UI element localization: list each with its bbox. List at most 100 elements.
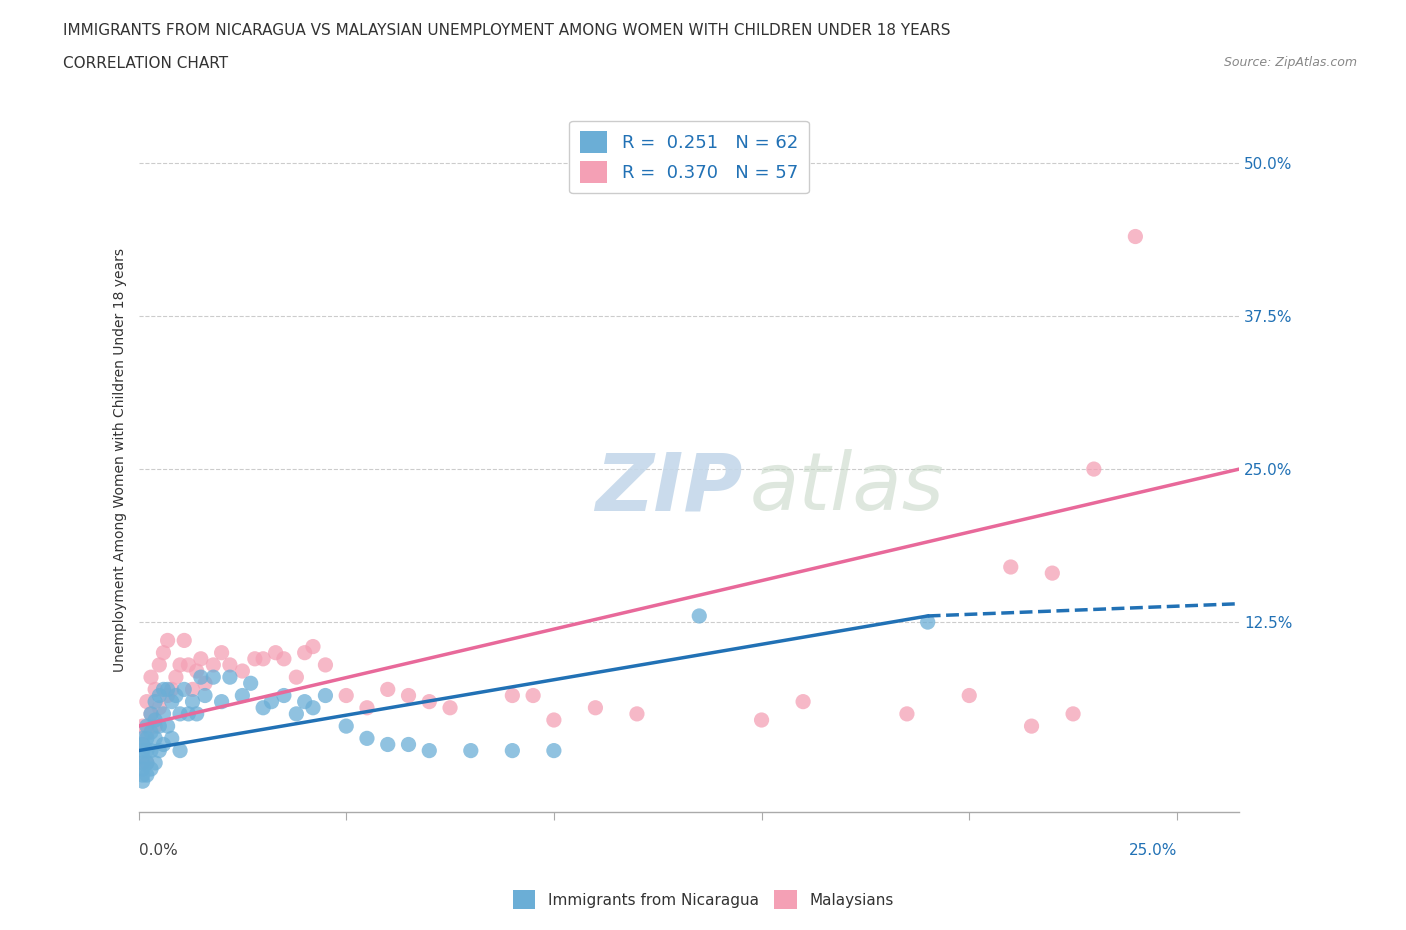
- Point: [211, 694, 233, 709]
- Text: atlas: atlas: [749, 449, 945, 527]
- Legend: Immigrants from Nicaragua, Malaysians: Immigrants from Nicaragua, Malaysians: [506, 884, 900, 915]
- Point: [583, 700, 606, 715]
- Point: [152, 682, 174, 697]
- Text: CORRELATION CHART: CORRELATION CHART: [63, 56, 228, 71]
- Point: [273, 688, 295, 703]
- Point: [135, 755, 157, 770]
- Point: [190, 670, 212, 684]
- Point: [131, 719, 153, 734]
- Point: [139, 707, 162, 722]
- Point: [135, 731, 157, 746]
- Point: [1021, 719, 1043, 734]
- Point: [181, 682, 204, 697]
- Point: [160, 682, 183, 697]
- Point: [148, 700, 170, 715]
- Point: [131, 762, 153, 777]
- Point: [231, 688, 253, 703]
- Point: [131, 750, 153, 764]
- Point: [1000, 560, 1022, 575]
- Point: [177, 658, 200, 672]
- Point: [148, 688, 170, 703]
- Point: [139, 762, 162, 777]
- Point: [211, 645, 233, 660]
- Point: [688, 608, 710, 623]
- Point: [202, 658, 225, 672]
- Point: [152, 737, 174, 752]
- Point: [219, 670, 242, 684]
- Point: [239, 676, 262, 691]
- Point: [302, 700, 325, 715]
- Point: [418, 743, 440, 758]
- Y-axis label: Unemployment Among Women with Children Under 18 years: Unemployment Among Women with Children U…: [114, 248, 128, 671]
- Point: [131, 731, 153, 746]
- Point: [169, 658, 191, 672]
- Point: [314, 658, 336, 672]
- Point: [543, 712, 565, 727]
- Point: [156, 719, 179, 734]
- Point: [139, 724, 162, 739]
- Point: [190, 651, 212, 666]
- Point: [273, 651, 295, 666]
- Point: [143, 731, 166, 746]
- Point: [264, 645, 287, 660]
- Point: [626, 707, 648, 722]
- Point: [139, 670, 162, 684]
- Point: [143, 682, 166, 697]
- Point: [260, 694, 283, 709]
- Point: [135, 724, 157, 739]
- Point: [156, 633, 179, 648]
- Point: [135, 694, 157, 709]
- Point: [131, 755, 153, 770]
- Point: [501, 743, 523, 758]
- Point: [135, 719, 157, 734]
- Point: [152, 707, 174, 722]
- Point: [439, 700, 461, 715]
- Point: [194, 688, 217, 703]
- Point: [173, 633, 195, 648]
- Point: [243, 651, 266, 666]
- Point: [522, 688, 544, 703]
- Point: [148, 719, 170, 734]
- Point: [156, 682, 179, 697]
- Text: 25.0%: 25.0%: [1129, 844, 1177, 858]
- Point: [1125, 229, 1147, 244]
- Point: [135, 743, 157, 758]
- Point: [131, 767, 153, 782]
- Point: [543, 743, 565, 758]
- Point: [143, 719, 166, 734]
- Text: Source: ZipAtlas.com: Source: ZipAtlas.com: [1223, 56, 1357, 69]
- Point: [139, 707, 162, 722]
- Point: [131, 774, 153, 789]
- Point: [194, 676, 217, 691]
- Point: [302, 639, 325, 654]
- Point: [418, 694, 440, 709]
- Point: [143, 712, 166, 727]
- Point: [186, 707, 208, 722]
- Point: [160, 731, 183, 746]
- Point: [294, 645, 316, 660]
- Point: [143, 694, 166, 709]
- Point: [139, 743, 162, 758]
- Point: [143, 755, 166, 770]
- Point: [501, 688, 523, 703]
- Point: [131, 755, 153, 770]
- Point: [356, 731, 378, 746]
- Point: [148, 743, 170, 758]
- Point: [252, 651, 274, 666]
- Point: [173, 682, 195, 697]
- Point: [398, 737, 420, 752]
- Point: [335, 719, 357, 734]
- Point: [131, 737, 153, 752]
- Point: [156, 688, 179, 703]
- Point: [957, 688, 980, 703]
- Point: [460, 743, 482, 758]
- Point: [1062, 707, 1084, 722]
- Point: [917, 615, 939, 630]
- Point: [314, 688, 336, 703]
- Text: 0.0%: 0.0%: [139, 844, 177, 858]
- Text: IMMIGRANTS FROM NICARAGUA VS MALAYSIAN UNEMPLOYMENT AMONG WOMEN WITH CHILDREN UN: IMMIGRANTS FROM NICARAGUA VS MALAYSIAN U…: [63, 23, 950, 38]
- Point: [792, 694, 814, 709]
- Point: [186, 664, 208, 679]
- Point: [169, 743, 191, 758]
- Point: [294, 694, 316, 709]
